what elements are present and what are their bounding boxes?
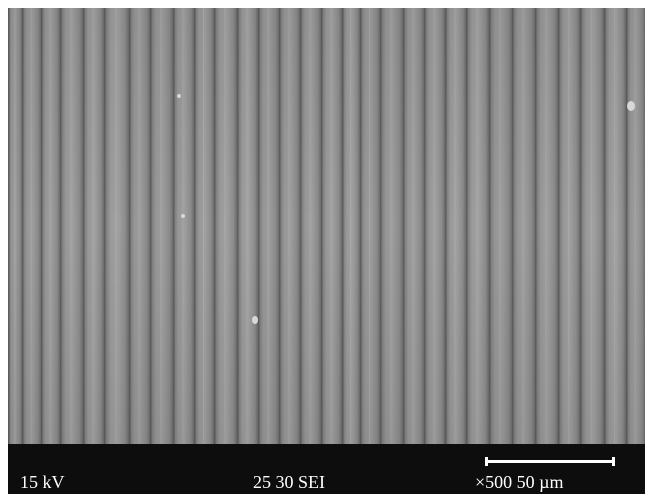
scale-bar-left-tick <box>485 457 488 466</box>
surface-particle <box>181 214 185 218</box>
sem-info-bar: 15 kV 25 30 SEI ×500 50 µm <box>8 444 645 494</box>
detector-info-label: 25 30 SEI <box>253 472 325 492</box>
surface-particle <box>252 316 258 324</box>
accelerating-voltage-label: 15 kV <box>20 472 65 492</box>
surface-particle <box>177 94 181 98</box>
surface-particle <box>627 101 635 111</box>
scale-bar-right-tick <box>612 457 615 466</box>
fiber-surface-image <box>8 8 645 444</box>
vertical-fiber-texture <box>8 8 645 444</box>
magnification-scale-label: ×500 50 µm <box>475 472 564 492</box>
scale-bar <box>485 457 615 466</box>
